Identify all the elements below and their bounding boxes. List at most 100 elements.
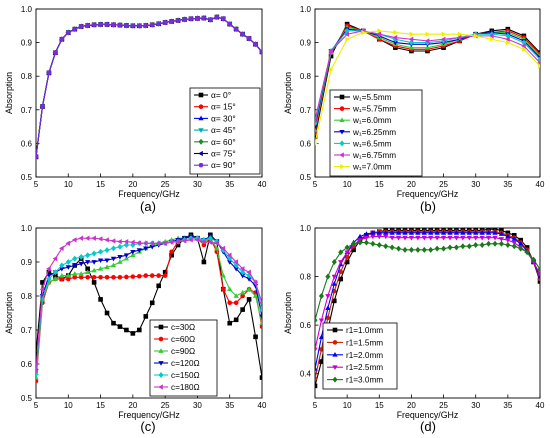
legend-label-c-180: c=180Ω [171,383,200,392]
data-point [246,277,252,282]
data-point [489,33,494,39]
data-point [253,334,258,340]
data-point [136,240,142,246]
x-axis-label: Frequency/GHz [397,410,459,420]
data-point [220,286,226,292]
data-point [169,249,174,255]
data-point [98,275,103,280]
data-point [331,274,337,280]
data-point [376,234,382,240]
y-tick-label: 0.9 [21,39,33,48]
data-point [315,117,317,123]
legend-swatch-marker [339,117,345,123]
data-point [428,230,434,235]
data-point [259,324,262,329]
data-point [98,297,103,302]
data-point [434,230,440,235]
legend-label-90: α= 90° [211,160,236,170]
data-point [259,320,262,326]
data-point [440,230,447,235]
y-tick-label: 0.6 [300,139,312,148]
data-point [441,31,447,37]
data-point [511,240,517,246]
legend-label-15: α= 15° [211,102,236,112]
data-point [110,256,117,262]
data-point [506,39,511,46]
data-point [168,239,174,245]
x-tick-label: 35 [503,401,512,410]
data-point [136,23,142,28]
data-point [252,279,258,286]
data-point [162,269,168,275]
data-point [149,240,155,246]
data-point [524,249,530,256]
data-point [363,235,370,241]
data-point [479,242,485,248]
legend-label-w-6-25mm: w₁=6.25mm [352,128,396,137]
legend-label-c-90: c=90Ω [171,347,195,356]
data-point [72,263,78,269]
y-axis-label: Absorption [283,292,293,334]
data-point [110,245,117,252]
data-point [110,262,117,268]
data-point [39,286,45,292]
data-point [97,266,104,271]
legend: w₁=5.5mm w₁=5.75mm w₁=6.0mm w₁=6.25mm w₁=6.5… [329,89,423,177]
legend-label-r1-1-5mm: r1=1.5mm [346,338,383,347]
data-point [344,250,350,256]
legend-label-0: α= 0° [211,90,231,100]
data-point [522,46,527,52]
y-tick-label: 0.5 [21,394,33,403]
data-point [344,254,350,260]
legend-swatch-marker [339,152,344,158]
legend-swatch-marker [198,92,204,98]
data-point [498,240,504,247]
legend-swatch-marker [332,327,338,333]
legend-swatch-marker [339,106,345,111]
data-point [36,154,39,160]
data-point [169,19,175,24]
x-tick-label: 30 [471,401,480,410]
x-tick-label: 20 [407,180,416,189]
data-point [72,275,78,280]
x-tick-label: 20 [128,401,137,410]
data-point [489,31,495,38]
data-point [143,273,149,278]
data-point [97,236,103,242]
data-point [466,243,472,250]
legend-swatch-marker [339,140,345,147]
data-point [531,256,537,263]
data-point [409,31,415,37]
data-point [518,237,524,243]
x-tick-label: 25 [439,401,448,410]
data-point [227,255,233,262]
data-point [156,283,161,289]
panel-label: (c) [140,419,155,434]
data-point [59,276,65,282]
data-point [85,269,91,275]
x-tick-label: 25 [161,180,170,189]
data-point [104,258,110,264]
data-point [485,235,492,241]
data-point [207,17,213,22]
y-tick-label: 0.8 [21,72,33,81]
y-tick-label: 1.0 [300,5,312,14]
data-point [104,247,110,254]
legend-swatch-marker [332,365,338,370]
y-tick-label: 0.5 [21,173,33,182]
data-point [447,244,453,251]
panel-label: (a) [140,199,156,214]
x-tick-label: 25 [439,180,448,189]
data-point [136,248,142,253]
data-point [233,259,239,265]
x-axis-label: Frequency/GHz [118,410,180,420]
x-tick-label: 5 [313,401,318,410]
data-point [246,272,252,279]
data-point [85,275,90,280]
data-point [318,293,324,299]
data-point [344,31,349,37]
data-point [259,375,262,380]
data-point [220,272,226,278]
data-point [52,255,58,262]
data-point [518,245,524,252]
